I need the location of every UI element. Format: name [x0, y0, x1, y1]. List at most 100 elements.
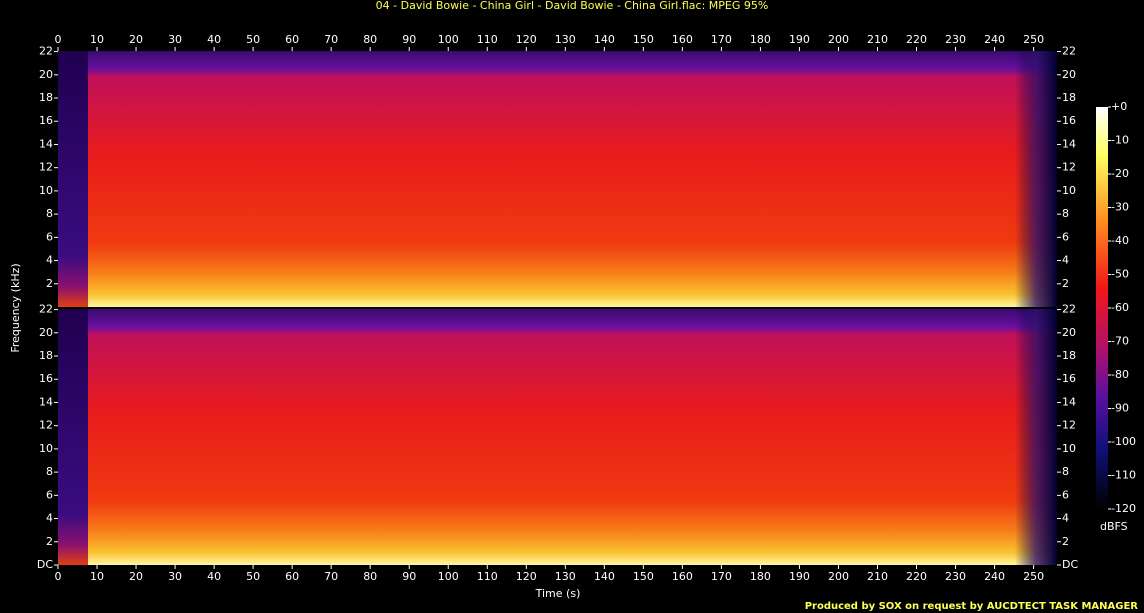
x-tick-label: 210	[867, 33, 888, 46]
colorbar-tick-label: -90	[1111, 402, 1129, 415]
y-tick-label: 20	[1062, 68, 1076, 81]
y-tick-label: 18	[39, 91, 53, 104]
x-tick-label: 60	[285, 570, 299, 583]
x-tick-label: 10	[90, 33, 104, 46]
y-axis-label: Frequency (kHz)	[9, 263, 22, 352]
x-tick-label: 170	[711, 33, 732, 46]
x-tick-label: 210	[867, 570, 888, 583]
x-tick-label: 40	[207, 570, 221, 583]
y-tick-label: 16	[39, 114, 53, 127]
y-tick-label: 18	[39, 349, 53, 362]
colorbar-tick-label: -80	[1111, 368, 1129, 381]
y-tick-label: 12	[39, 419, 53, 432]
y-tick-label: 8	[1062, 207, 1069, 220]
fade-region	[1015, 309, 1057, 565]
x-tick-label: 90	[402, 570, 416, 583]
x-axis-label: Time (s)	[535, 587, 581, 600]
x-tick-label: 120	[516, 33, 537, 46]
y-tick-label: 4	[46, 512, 53, 525]
x-tick-label: 120	[516, 570, 537, 583]
x-tick-label: 40	[207, 33, 221, 46]
spectrogram-panel	[58, 51, 1057, 307]
y-tick-label: 6	[46, 230, 53, 243]
fade-region	[1015, 51, 1057, 307]
x-tick-label: 110	[477, 570, 498, 583]
y-tick-label: 20	[39, 68, 53, 81]
x-tick-label: 200	[828, 570, 849, 583]
y-tick-label: 18	[1062, 91, 1076, 104]
x-tick-label: 0	[55, 570, 62, 583]
y-tick-label: 8	[46, 465, 53, 478]
y-tick-label: 14	[39, 395, 53, 408]
x-tick-label: 0	[55, 33, 62, 46]
colorbar-tick-label: -10	[1111, 134, 1129, 147]
x-tick-label: 20	[129, 33, 143, 46]
y-tick-label: 6	[1062, 488, 1069, 501]
y-tick-label: 10	[39, 184, 53, 197]
y-tick-label: DC	[1062, 558, 1078, 571]
x-tick-label: 190	[789, 570, 810, 583]
x-tick-label: 220	[906, 570, 927, 583]
x-tick-label: 160	[672, 33, 693, 46]
chart-title: 04 - David Bowie - China Girl - David Bo…	[376, 0, 769, 12]
y-tick-label: 14	[1062, 395, 1076, 408]
x-tick-label: 50	[246, 570, 260, 583]
y-tick-label: 10	[1062, 442, 1076, 455]
x-tick-label: 140	[594, 33, 615, 46]
y-tick-label: 16	[39, 372, 53, 385]
y-tick-label: DC	[37, 558, 53, 571]
y-tick-label: 22	[39, 45, 53, 58]
y-tick-label: 6	[1062, 230, 1069, 243]
x-tick-label: 190	[789, 33, 810, 46]
x-tick-label: 20	[129, 570, 143, 583]
x-tick-label: 60	[285, 33, 299, 46]
colorbar-tick-label: -50	[1111, 268, 1129, 281]
x-tick-label: 250	[1023, 33, 1044, 46]
x-tick-label: 170	[711, 570, 732, 583]
x-tick-label: 230	[945, 570, 966, 583]
x-tick-label: 100	[438, 570, 459, 583]
y-tick-label: 2	[46, 535, 53, 548]
y-tick-label: 2	[1062, 535, 1069, 548]
colorbar-tick-label: -40	[1111, 234, 1129, 247]
y-tick-label: 12	[1062, 161, 1076, 174]
y-tick-label: 6	[46, 488, 53, 501]
y-tick-label: 20	[39, 326, 53, 339]
x-tick-label: 100	[438, 33, 459, 46]
y-tick-label: 22	[39, 303, 53, 316]
colorbar-tick-label: +0	[1111, 100, 1127, 113]
colorbar-tick-label: -60	[1111, 301, 1129, 314]
y-tick-label: 12	[39, 161, 53, 174]
intro-region	[58, 51, 88, 307]
x-tick-label: 30	[168, 570, 182, 583]
y-tick-label: 8	[1062, 465, 1069, 478]
x-tick-label: 240	[984, 570, 1005, 583]
x-tick-label: 140	[594, 570, 615, 583]
x-tick-label: 70	[324, 570, 338, 583]
x-tick-label: 30	[168, 33, 182, 46]
colorbar-label: dBFS	[1100, 520, 1128, 533]
spectrogram-panel	[58, 309, 1057, 565]
y-tick-label: 16	[1062, 372, 1076, 385]
x-tick-label: 250	[1023, 570, 1044, 583]
colorbar-tick-label: -20	[1111, 167, 1129, 180]
y-tick-label: 10	[39, 442, 53, 455]
colorbar-tick-label: -100	[1111, 435, 1136, 448]
x-tick-label: 130	[555, 33, 576, 46]
y-tick-label: 12	[1062, 419, 1076, 432]
x-tick-label: 150	[633, 570, 654, 583]
x-tick-label: 50	[246, 33, 260, 46]
y-tick-label: 14	[39, 137, 53, 150]
x-tick-label: 220	[906, 33, 927, 46]
colorbar-tick-label: -120	[1111, 502, 1136, 515]
x-tick-label: 150	[633, 33, 654, 46]
x-tick-label: 240	[984, 33, 1005, 46]
y-tick-label: 10	[1062, 184, 1076, 197]
x-tick-label: 130	[555, 570, 576, 583]
x-tick-label: 80	[363, 570, 377, 583]
colorbar-tick-label: -30	[1111, 201, 1129, 214]
colorbar-tick-label: -110	[1111, 469, 1136, 482]
x-tick-label: 70	[324, 33, 338, 46]
colorbar-tick-label: -70	[1111, 335, 1129, 348]
y-tick-label: 8	[46, 207, 53, 220]
